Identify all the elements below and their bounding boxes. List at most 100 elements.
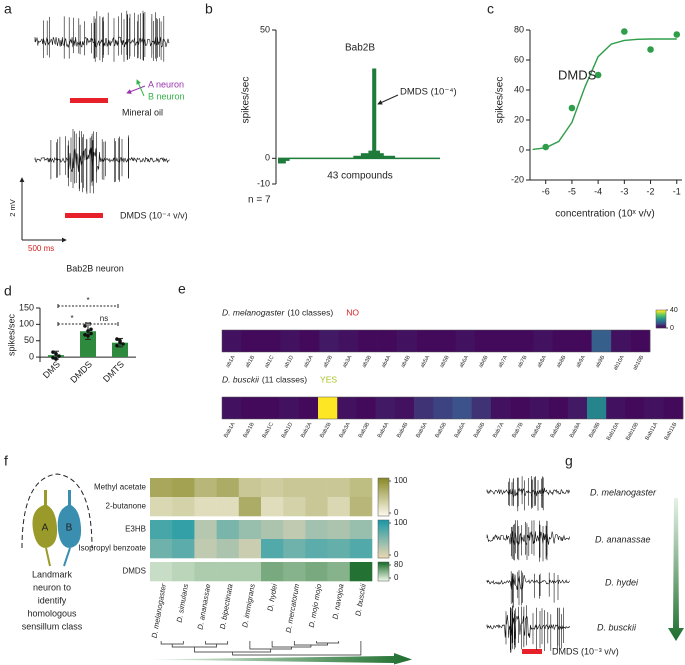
colorbar-segment (378, 576, 389, 578)
heatmap-cell (283, 497, 306, 517)
significance-label: ns (100, 314, 108, 323)
colorbar-segment (656, 322, 666, 324)
bar (372, 68, 377, 159)
x-tick-label: Bab10A (606, 421, 621, 441)
heatmap-cell (471, 397, 492, 419)
heatmap-cell (377, 330, 398, 352)
colorbar-segment (378, 568, 389, 570)
heatmap-cell (513, 330, 534, 352)
row-label: Methyl acetate (94, 483, 147, 492)
x-tick-label: Bab9B (588, 421, 602, 439)
heatmap-cell (150, 497, 173, 517)
colorbar-tick-label: 0 (394, 573, 399, 582)
colorbar-segment (378, 577, 389, 579)
data-point (594, 71, 602, 79)
x-tick-label: ab4B (400, 354, 412, 368)
heatmap-cell (261, 520, 284, 540)
bar (281, 158, 286, 164)
column-label: D. simulans (175, 583, 191, 623)
panel-label: d (4, 283, 12, 299)
colorbar-segment (378, 491, 389, 494)
x-tick-label: -2 (647, 186, 655, 196)
heatmap-cell (283, 539, 306, 559)
heatmap-cell (150, 539, 173, 559)
colorbar-segment (378, 540, 389, 544)
dendrogram (316, 641, 340, 644)
caption-line: sensillum class (22, 621, 83, 631)
heatmap-cell (305, 520, 328, 540)
column-label: D. navojoa (331, 583, 346, 620)
y-tick-label: 50 (24, 335, 34, 345)
heatmap-cell (172, 520, 195, 540)
heatmap-cell (194, 539, 217, 559)
colorbar-segment (378, 562, 389, 565)
x-tick-label: Bab1B (242, 421, 256, 439)
heatmap-cell (327, 539, 351, 559)
heatmap-cell (194, 562, 217, 582)
x-tick-label: DMTS (101, 359, 126, 384)
sensillum-outline (21, 473, 93, 549)
axon (63, 547, 71, 567)
x-tick-label: -4 (594, 186, 602, 196)
colorbar-segment (378, 574, 389, 576)
dendrogram (271, 641, 312, 648)
heatmap-cell (327, 520, 351, 540)
voltage-trace (486, 605, 570, 653)
y-tick-label: 0 (265, 153, 270, 163)
x-tick-label: ab1A (225, 354, 237, 368)
panel-label: g (565, 453, 573, 469)
x-tick-label: Bab1C (261, 422, 275, 440)
y-tick-label: 0 (29, 351, 34, 361)
species-label: D. busckii (597, 622, 637, 632)
colorbar-segment (378, 498, 389, 502)
x-tick-label: ab10B (632, 354, 645, 371)
colorbar-segment (378, 563, 389, 566)
x-tick-label: ab10A (613, 354, 626, 371)
heatmap-cell (455, 330, 476, 352)
neuron-a (32, 490, 58, 548)
caption-line: neuron to (33, 582, 71, 592)
bar (357, 155, 362, 159)
heatmap-cell (305, 539, 328, 559)
heatmap-cell (283, 520, 306, 540)
colorbar-segment (656, 315, 666, 317)
heatmap-cell (533, 330, 554, 352)
colorbar-segment (378, 478, 389, 481)
x-tick-label: Bab1D (281, 422, 295, 440)
colorbar-segment (656, 317, 666, 319)
data-point (54, 357, 58, 361)
colorbar-segment (656, 310, 666, 312)
data-point (57, 354, 61, 358)
heatmap-cell (663, 397, 684, 419)
colorbar-frame (377, 561, 390, 582)
y-axis-label: spikes/sec (495, 77, 506, 124)
heatmap-cell (452, 397, 473, 419)
x-tick-label: ab1C (264, 355, 276, 369)
colorbar-segment (378, 572, 389, 574)
x-tick-label: ab5A (420, 354, 432, 368)
x-tick-label: Bab9A (569, 421, 583, 439)
colorbar-segment (656, 327, 666, 329)
data-point (54, 352, 58, 356)
heatmap-cell (327, 497, 351, 517)
heatmap-cell (490, 397, 511, 419)
data-point (89, 327, 93, 332)
colorbar-segment (378, 556, 389, 559)
colorbar-segment (378, 502, 389, 505)
colorbar-segment (378, 566, 389, 568)
colorbar-tick-label: 80 (394, 560, 403, 569)
heatmap-cell (194, 497, 217, 517)
colorbar-segment (656, 321, 666, 323)
x-tick-label: Bab3A (338, 421, 352, 439)
colorbar-segment (378, 525, 389, 528)
heatmap-cell (630, 330, 651, 352)
bar (387, 155, 392, 159)
colorbar-segment (378, 487, 389, 490)
bar (368, 150, 373, 159)
colorbar-segment (378, 506, 389, 509)
data-point (83, 333, 87, 337)
colorbar-segment (378, 497, 389, 500)
x-tick-label: Bab7A (492, 421, 506, 439)
x-tick-label: -6 (542, 186, 550, 196)
